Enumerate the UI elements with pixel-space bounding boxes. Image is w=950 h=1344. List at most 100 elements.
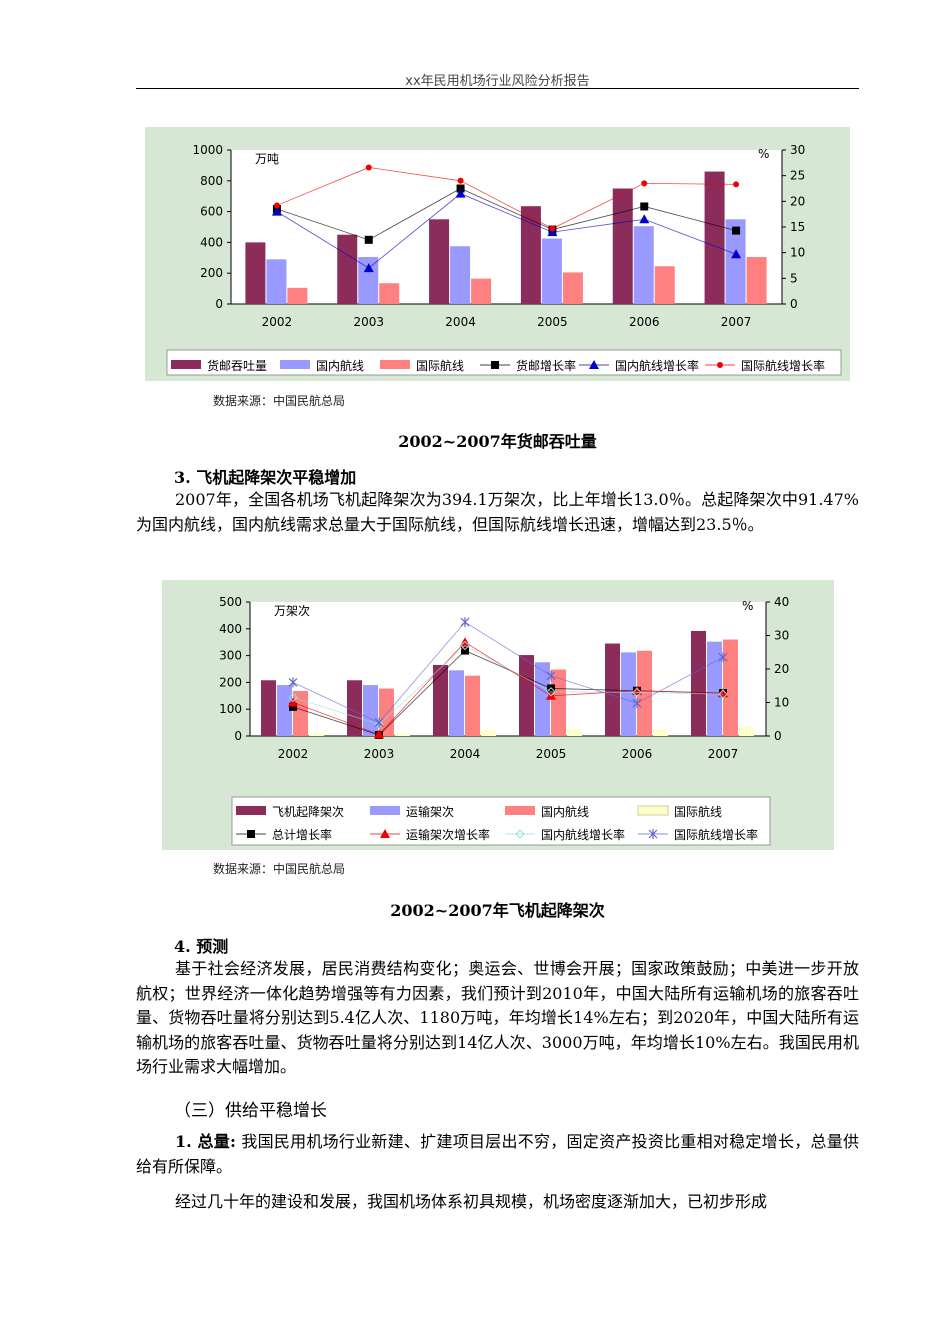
chart-caption-2: 2002~2007年飞机起降架次 <box>390 901 605 920</box>
y-tick-label-left: 1000 <box>192 143 223 157</box>
legend-label: 国际航线 <box>674 804 722 819</box>
legend-swatch <box>171 360 201 369</box>
point-2 <box>718 688 728 698</box>
y-unit-right: % <box>758 147 769 161</box>
legend-swatch <box>505 806 535 815</box>
point-2 <box>547 227 558 237</box>
legend-label: 运输架次 <box>406 804 454 819</box>
supply-paragraph-1-label: 1. 总量: <box>175 1132 236 1151</box>
legend-label: 货邮吞吐量 <box>207 358 267 373</box>
legend-swatch <box>370 806 400 815</box>
series-line-4 <box>292 621 724 724</box>
bar-3 <box>379 283 400 304</box>
legend-label: 货邮增长率 <box>516 358 576 373</box>
legend-marker <box>515 829 525 839</box>
legend-marker <box>589 360 599 369</box>
bar-3 <box>465 675 480 736</box>
chart-cargo-svg: 0 200 400 600 800 1000 0 5 10 15 20 25 30 万吨 % 2002 2003… <box>166 143 842 376</box>
bar-3 <box>471 278 492 304</box>
bar-2 <box>707 641 722 736</box>
series-line-3 <box>292 645 724 725</box>
x-tick-label: 2006 <box>622 747 653 761</box>
series-line-2 <box>276 193 737 269</box>
y-tick-label-right: 25 <box>790 169 805 183</box>
y-tick-label-right: 5 <box>790 271 798 285</box>
series-line-1 <box>276 188 737 241</box>
y-tick-label-right: 30 <box>790 143 805 157</box>
chart-source-2: 数据来源：中国民航总局 <box>213 862 346 876</box>
point-2 <box>731 249 742 259</box>
y-unit-right: % <box>742 599 753 613</box>
legend-box <box>231 796 771 846</box>
legend-label: 国内航线 <box>541 804 589 819</box>
y-tick-label-left: 200 <box>200 266 223 280</box>
legend-label: 国内航线 <box>316 358 364 373</box>
bar-1 <box>337 234 358 304</box>
legend-swatch <box>280 360 310 369</box>
x-tick-label: 2004 <box>450 747 481 761</box>
bar-4 <box>481 730 496 736</box>
y-tick-label-left: 300 <box>219 649 242 663</box>
y-tick-label-left: 200 <box>219 675 242 689</box>
bar-1 <box>520 206 541 304</box>
y-tick-label-left: 400 <box>219 622 242 636</box>
bar-2 <box>633 226 654 304</box>
legend-swatch <box>380 360 410 369</box>
y-tick-label-right: 0 <box>790 297 798 311</box>
y-tick-label-left: 0 <box>234 729 242 743</box>
bar-2 <box>363 685 378 736</box>
point-4 <box>460 617 470 628</box>
bar-1 <box>704 171 725 304</box>
legend-marker <box>717 362 723 368</box>
bar-2 <box>358 257 379 304</box>
point-1 <box>364 235 373 244</box>
bar-2 <box>725 219 746 304</box>
x-tick-label: 2005 <box>537 315 568 329</box>
bar-4 <box>395 733 410 736</box>
point-4 <box>546 670 556 681</box>
y-tick-label-left: 400 <box>200 235 223 249</box>
point-4 <box>374 717 384 728</box>
point-3 <box>460 640 470 651</box>
bar-2 <box>621 652 636 736</box>
point-1 <box>640 202 649 211</box>
legend-label: 国内航线增长率 <box>541 827 625 842</box>
chart-flights-svg: 0 100 200 300 400 500 0 10 20 30 40 万架次 % 2002 2003 200… <box>219 595 789 846</box>
bar-1 <box>691 630 706 736</box>
bar-2 <box>277 685 292 736</box>
bar-3 <box>287 287 308 304</box>
y-tick-label-left: 0 <box>215 297 223 311</box>
bar-3 <box>654 266 675 304</box>
legend-label: 飞机起降架次 <box>272 805 344 819</box>
legend-marker <box>491 361 499 369</box>
page-header: xx年民用机场行业风险分析报告 <box>405 74 590 89</box>
point-3 <box>549 225 556 232</box>
x-tick-label: 2005 <box>536 747 567 761</box>
x-tick-label: 2006 <box>629 315 660 329</box>
point-3 <box>733 181 740 188</box>
point-3 <box>641 180 648 187</box>
y-unit-left: 万架次 <box>274 604 310 618</box>
y-tick-label-right: 0 <box>774 729 782 743</box>
legend-marker <box>380 829 390 838</box>
x-tick-label: 2007 <box>721 315 752 329</box>
legend-label: 总计增长率 <box>272 827 332 842</box>
header-rule <box>136 88 859 89</box>
bar-2 <box>541 238 562 304</box>
bar-1 <box>519 655 534 736</box>
bar-4 <box>309 733 324 736</box>
point-3 <box>288 692 298 703</box>
supply-paragraph-1-text: 我国民用机场行业新建、扩建项目层出不穷，固定资产投资比重相对稳定增长，总量供给有… <box>136 1132 859 1176</box>
legend-marker <box>247 830 255 838</box>
point-2 <box>363 263 374 273</box>
chart-caption-1: 2002~2007年货邮吞吐量 <box>398 432 597 451</box>
bar-3 <box>637 650 652 736</box>
x-tick-label: 2003 <box>353 315 384 329</box>
y-tick-label-right: 15 <box>790 220 805 234</box>
y-tick-label-right: 10 <box>774 696 789 710</box>
bar-1 <box>612 188 633 304</box>
bar-4 <box>567 729 582 736</box>
series-line-3 <box>276 167 737 229</box>
x-tick-label: 2004 <box>445 315 476 329</box>
point-1 <box>461 646 469 655</box>
